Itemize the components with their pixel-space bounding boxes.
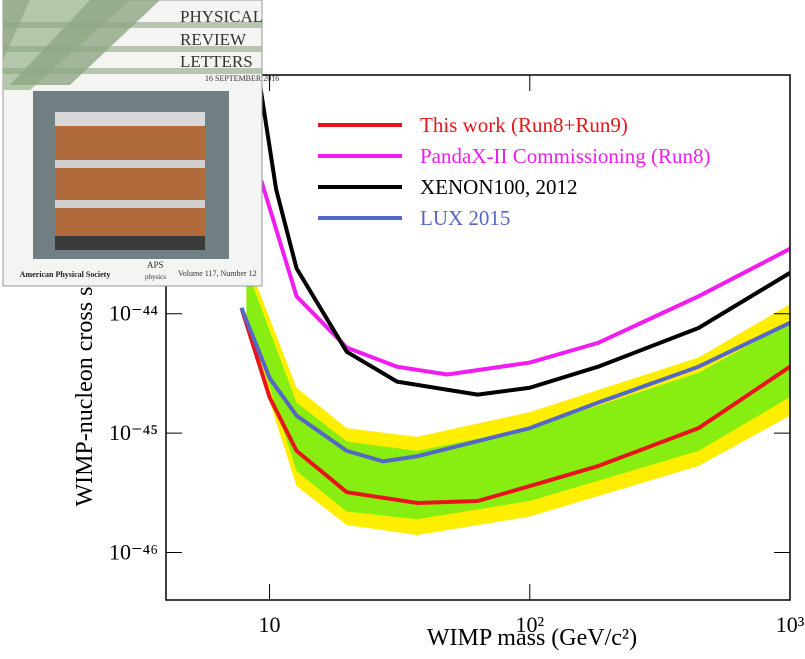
y-tick-label: 10⁻⁴⁴ — [109, 301, 158, 326]
page: {"chart_data": {"type": "line", "x_label… — [0, 0, 805, 659]
cover-photo-ring — [55, 112, 205, 126]
x-tick-label: 10³ — [776, 612, 805, 637]
cover-logo: physics — [145, 273, 166, 281]
cover-publisher: American Physical Society — [20, 270, 111, 279]
x-axis-label: WIMP mass (GeV/c²) — [427, 625, 637, 651]
cover-title: LETTERS — [180, 52, 253, 71]
cover-logo: APS — [147, 260, 164, 270]
cover-date: 16 SEPTEMBER 2016 — [205, 74, 279, 83]
legend-label: This work (Run8+Run9) — [420, 113, 628, 137]
y-tick-label: 10⁻⁴⁶ — [109, 539, 158, 564]
y-tick-label: 10⁻⁴⁵ — [109, 420, 158, 445]
legend-label: LUX 2015 — [420, 206, 510, 230]
legend-label: XENON100, 2012 — [420, 175, 578, 199]
cover-volume: Volume 117, Number 12 — [178, 269, 257, 278]
cover-title: REVIEW — [180, 30, 247, 49]
chart: 1010²10³10⁻⁴⁶10⁻⁴⁵10⁻⁴⁴ WIMP mass (GeV/c… — [0, 0, 805, 659]
x-tick-label: 10 — [259, 612, 281, 637]
cover-photo-ring — [55, 200, 205, 208]
journal-cover: PHYSICAL REVIEW LETTERS 16 SEPTEMBER 201… — [3, 0, 279, 286]
cover-photo-detector — [55, 118, 205, 248]
cover-photo-ring — [55, 160, 205, 168]
cover-title: PHYSICAL — [180, 7, 263, 26]
cover-photo-base — [55, 236, 205, 250]
legend-label: PandaX-II Commissioning (Run8) — [420, 144, 710, 168]
